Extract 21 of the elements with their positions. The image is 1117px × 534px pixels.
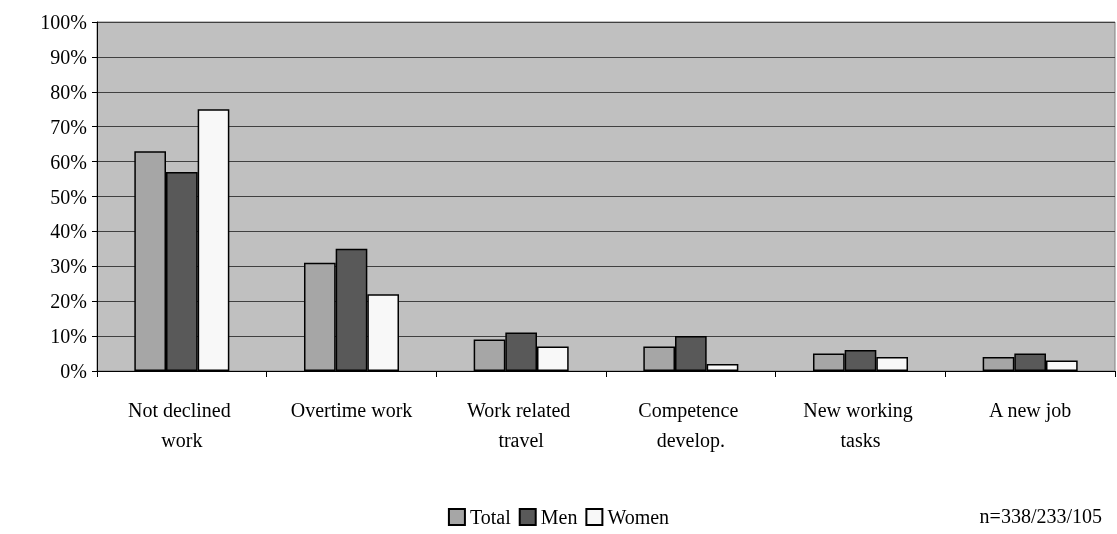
legend-label: Women xyxy=(607,506,670,528)
y-tick-label: 90% xyxy=(50,45,87,68)
x-tick-label: Overtime work xyxy=(290,399,413,421)
x-tick-label: Not declined work xyxy=(127,399,236,451)
x-tick-label: Competence develop. xyxy=(638,399,744,452)
y-tick-label: 30% xyxy=(50,255,87,278)
y-tick-label: 20% xyxy=(50,290,87,313)
y-tick-label: 70% xyxy=(50,115,87,138)
y-tick-label: 60% xyxy=(50,150,87,173)
y-tick-label: 0% xyxy=(60,360,87,382)
text: n=338/233/105 xyxy=(979,505,1103,527)
legend-label: Total xyxy=(469,506,512,528)
y-tick-label: 100% xyxy=(40,11,87,33)
y-tick-label: 80% xyxy=(50,80,87,103)
x-tick-label: A new job xyxy=(989,399,1072,422)
x-tick-label: Work related travel xyxy=(466,399,576,451)
y-tick-label: 50% xyxy=(50,185,87,208)
y-tick-label: 10% xyxy=(50,325,87,348)
x-tick-label: New working tasks xyxy=(803,399,918,451)
legend-label: Men xyxy=(540,506,578,528)
y-tick-label: 40% xyxy=(50,220,87,243)
